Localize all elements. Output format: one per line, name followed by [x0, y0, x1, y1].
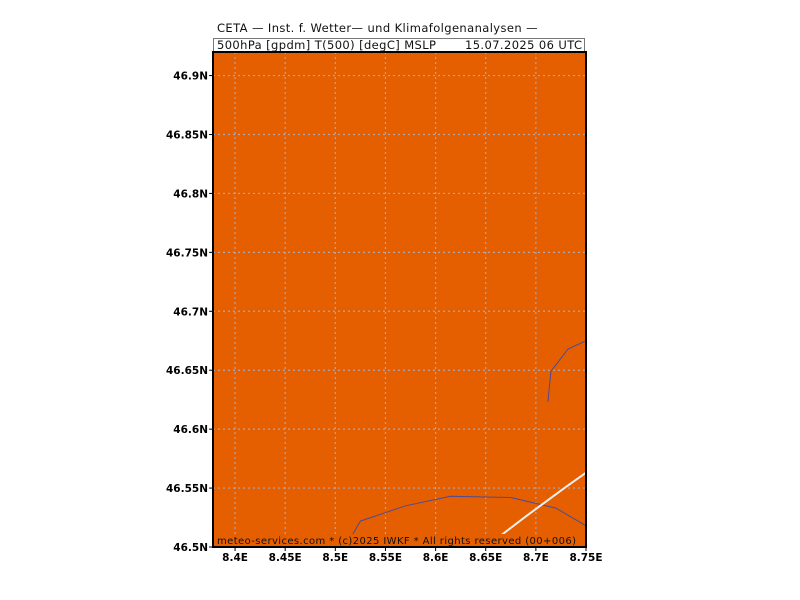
footer-strip — [213, 534, 586, 547]
longitude-axis: 8.4E 8.45E 8.5E 8.55E 8.6E 8.65E 8.7E 8.75E — [222, 547, 603, 564]
lat-tick-label: 46.5N — [173, 542, 208, 554]
lon-tick-label: 8.45E — [269, 552, 302, 564]
lat-tick-label: 46.75N — [166, 247, 208, 259]
coastline-lake — [344, 495, 587, 548]
lon-tick-label: 8.6E — [423, 552, 449, 564]
map-title-line-1: CETA — Inst. f. Wetter— und Klimafolgena… — [217, 21, 539, 35]
lon-tick-label: 8.65E — [469, 552, 502, 564]
lon-tick-label: 8.75E — [569, 552, 602, 564]
latitude-axis: 46.9N 46.85N 46.8N 46.75N 46.7N 46.65N 46.6N 46… — [166, 71, 213, 554]
lat-tick-label: 46.9N — [173, 71, 208, 83]
lat-tick-label: 46.7N — [173, 306, 208, 318]
map-valid-date: 15.07.2025 06 UTC — [465, 38, 583, 52]
map-frame — [212, 51, 587, 548]
lat-tick-label: 46.65N — [166, 365, 208, 377]
lon-tick-label: 8.4E — [222, 552, 248, 564]
map-title-box — [213, 38, 585, 52]
copyright-footer: meteo-services.com * (c)2025 IWKF * All … — [217, 536, 576, 547]
map-plot-area: meteo-services.com * (c)2025 IWKF * All … — [212, 51, 587, 548]
lat-tick-label: 46.8N — [173, 188, 208, 200]
map-title-line-2: 500hPa [gpdm] T(500) [degC] MSLP — [217, 38, 437, 52]
temperature-fill — [213, 52, 586, 547]
lon-tick-label: 8.7E — [523, 552, 549, 564]
lon-tick-label: 8.5E — [322, 552, 348, 564]
coastline-north — [547, 340, 587, 403]
lon-tick-label: 8.55E — [369, 552, 402, 564]
lat-tick-label: 46.85N — [166, 130, 208, 142]
lat-tick-label: 46.6N — [173, 424, 208, 436]
pressure-contour — [485, 471, 587, 548]
lat-tick-label: 46.55N — [166, 483, 208, 495]
